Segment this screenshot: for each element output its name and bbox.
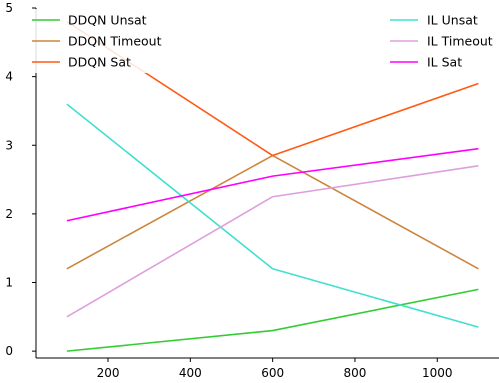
x-tick-label: 800 (344, 366, 367, 380)
series-line-ddqn-unsat (66, 288, 479, 352)
x-tick-label: 200 (97, 366, 120, 380)
ticks: 0 1 2 3 4 5 200 400 600 800 1000 (5, 1, 452, 380)
legend-label: IL Sat (427, 55, 462, 70)
series-line-il-timeout (66, 165, 479, 318)
y-tick-label: 0 (5, 344, 13, 358)
legend-label: DDQN Timeout (68, 34, 162, 49)
y-tick-label: 2 (5, 207, 13, 221)
legend-box (29, 9, 499, 73)
legend-label: IL Unsat (427, 13, 478, 28)
x-tick-label: 1000 (422, 366, 453, 380)
series-line-il-sat (66, 147, 479, 222)
x-tick-label: 600 (261, 366, 284, 380)
series-line-ddqn-timeout (66, 154, 479, 270)
y-tick-label: 1 (5, 276, 13, 290)
y-tick-label: 5 (5, 1, 13, 15)
legend-label: DDQN Sat (68, 55, 131, 70)
series-line-il-unsat (66, 103, 479, 328)
y-tick-label: 3 (5, 138, 13, 152)
y-tick-label: 4 (5, 70, 13, 84)
x-tick-label: 400 (179, 366, 202, 380)
legend: DDQN Unsat DDQN Timeout DDQN Sat IL Unsat IL… (29, 9, 499, 73)
legend-label: DDQN Unsat (68, 13, 147, 28)
legend-label: IL Timeout (427, 34, 493, 49)
